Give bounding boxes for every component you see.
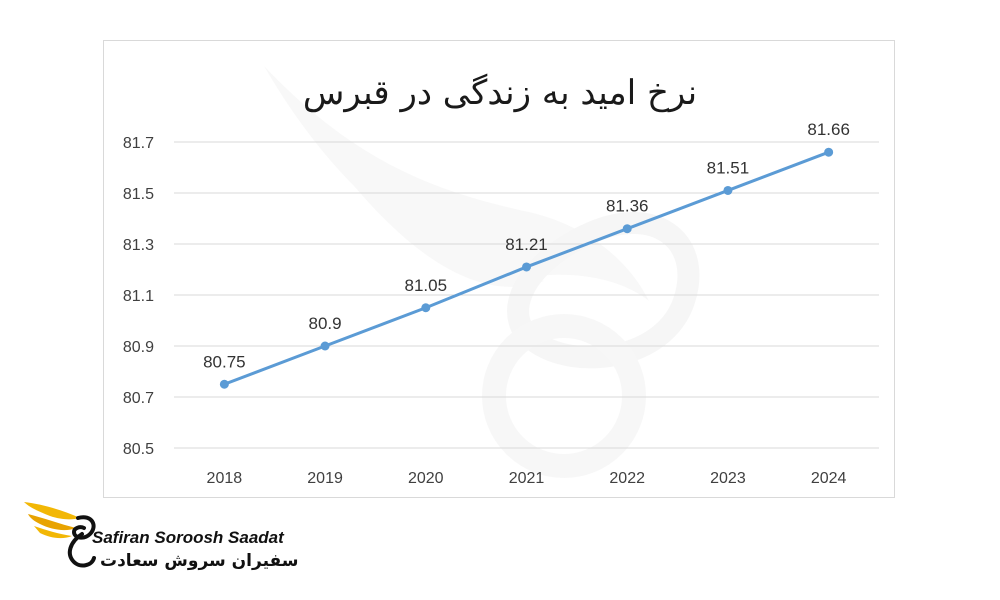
series-line: [219, 147, 834, 389]
brand-name-english: Safiran Soroosh Saadat: [92, 528, 284, 547]
bird-wing-logo: [24, 502, 96, 568]
data-point: [320, 341, 330, 351]
y-tick-label: 80.9: [123, 339, 154, 356]
data-label: 81.66: [807, 120, 850, 139]
x-tick-label: 2019: [307, 470, 343, 487]
brand-name-persian: سفیران سروش سعادت: [100, 551, 299, 571]
line-chart: نرخ امید به زندگی در قبرس 80.5 80.7 80.9 81…: [123, 66, 879, 487]
data-point: [219, 379, 229, 389]
y-tick-label: 81.5: [123, 186, 154, 203]
data-point: [824, 147, 834, 157]
data-label: 80.9: [309, 314, 342, 333]
x-axis-ticks: 2018 2019 2020 2021 2022 2023 2024: [207, 470, 847, 487]
y-tick-label: 81.3: [123, 237, 154, 254]
chart-frame: نرخ امید به زندگی در قبرس 80.5 80.7 80.9 81…: [103, 40, 895, 498]
x-tick-label: 2018: [207, 470, 243, 487]
grid-lines: [174, 141, 879, 449]
data-label: 81.05: [405, 276, 448, 295]
y-tick-label: 80.7: [123, 390, 154, 407]
data-label: 81.21: [505, 235, 548, 254]
data-point: [421, 303, 431, 313]
brand-logo-block: Safiran Soroosh Saadat سفیران سروش سعادت: [22, 496, 298, 586]
x-tick-label: 2024: [811, 470, 847, 487]
data-label: 80.75: [203, 352, 246, 371]
data-point: [522, 262, 531, 272]
y-tick-label: 80.5: [123, 441, 154, 458]
x-tick-label: 2022: [609, 470, 645, 487]
bird-wing-watermark-icon: [264, 66, 700, 478]
y-axis-ticks: 80.5 80.7 80.9 81.1 81.3 81.5 81.7: [123, 135, 154, 458]
data-labels: 80.75 80.9 81.05 81.21 81.36 81.51 81.66: [203, 120, 850, 371]
data-point: [622, 224, 632, 234]
chart-title: نرخ امید به زندگی در قبرس: [303, 73, 697, 113]
data-label: 81.36: [606, 197, 649, 216]
data-point: [723, 185, 733, 195]
y-tick-label: 81.7: [123, 135, 154, 152]
y-tick-label: 81.1: [123, 288, 154, 305]
data-label: 81.51: [707, 158, 750, 177]
x-tick-label: 2020: [408, 470, 444, 487]
x-tick-label: 2023: [710, 470, 746, 487]
x-tick-label: 2021: [509, 470, 545, 487]
